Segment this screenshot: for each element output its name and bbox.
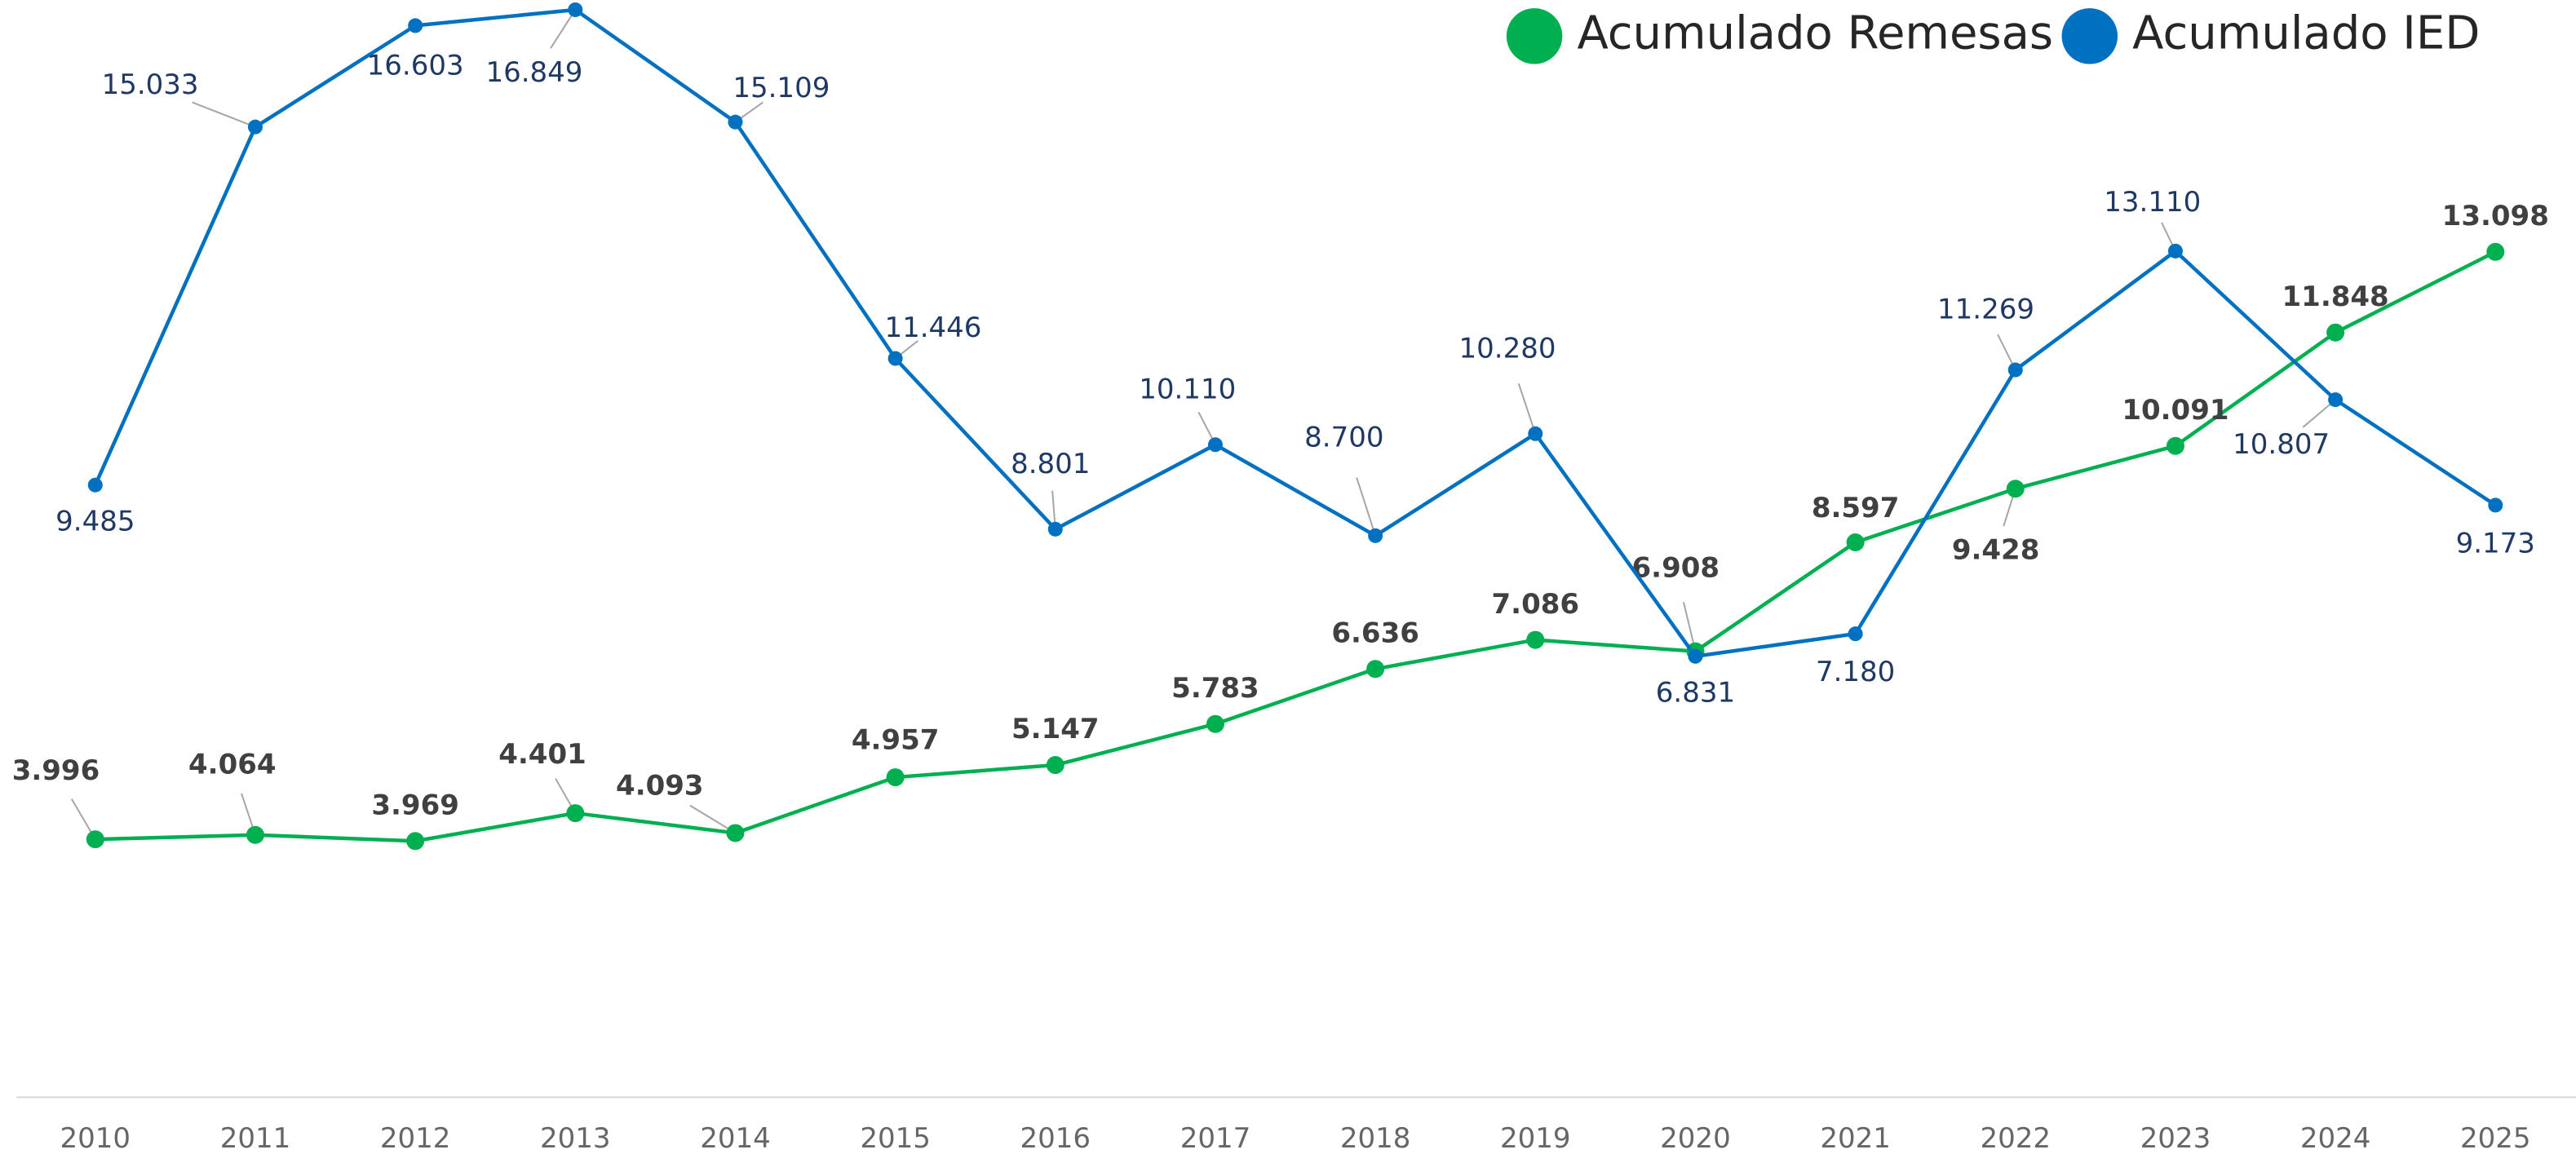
x-tick-label: 2011 <box>220 1122 291 1154</box>
legend-label: Acumulado Remesas <box>1577 7 2053 60</box>
data-label: 10.091 <box>2122 394 2229 427</box>
data-label: 15.033 <box>102 69 199 101</box>
data-label: 5.783 <box>1171 672 1259 705</box>
data-point <box>1047 521 1063 537</box>
data-label: 10.280 <box>1459 333 1556 365</box>
data-label: 6.636 <box>1331 617 1419 649</box>
data-label: 16.603 <box>367 49 464 82</box>
data-point <box>2166 436 2184 455</box>
data-point <box>1846 533 1865 551</box>
data-label: 7.180 <box>1816 656 1895 688</box>
x-tick-label: 2012 <box>380 1122 451 1154</box>
data-label: 13.110 <box>2104 186 2201 219</box>
data-label: 11.269 <box>1937 294 2034 326</box>
x-tick-label: 2016 <box>1020 1122 1091 1154</box>
data-label: 9.485 <box>55 506 135 538</box>
data-label: 11.848 <box>2282 281 2389 313</box>
data-point <box>1848 626 1863 642</box>
data-label: 4.093 <box>616 770 704 802</box>
data-label: 7.086 <box>1492 588 1580 621</box>
data-point <box>2167 243 2183 259</box>
legend-swatch <box>2061 8 2118 64</box>
data-label: 3.996 <box>12 754 100 787</box>
data-point <box>2486 242 2505 261</box>
data-label: 8.801 <box>1011 448 1090 480</box>
x-tick-label: 2018 <box>1340 1122 1411 1154</box>
data-label: 15.109 <box>733 72 830 104</box>
data-point <box>1688 648 1703 664</box>
data-point <box>887 351 903 366</box>
data-point <box>1206 714 1224 733</box>
data-point <box>1046 756 1064 775</box>
data-label: 16.849 <box>485 56 582 89</box>
leader-line <box>550 9 577 49</box>
x-tick-label: 2024 <box>2300 1122 2371 1154</box>
data-point <box>2488 497 2503 513</box>
legend-swatch <box>1506 8 1563 64</box>
data-label: 10.110 <box>1139 373 1236 405</box>
legend-label: Acumulado IED <box>2132 7 2480 60</box>
data-point <box>247 119 263 135</box>
data-point <box>566 804 585 823</box>
data-point <box>2328 392 2344 408</box>
data-point <box>406 832 425 851</box>
x-tick-label: 2017 <box>1180 1122 1251 1154</box>
data-point <box>2326 323 2345 342</box>
data-label: 5.147 <box>1011 713 1100 745</box>
data-point <box>726 824 745 842</box>
data-label: 4.401 <box>498 738 586 771</box>
data-label: 8.700 <box>1304 422 1383 454</box>
data-label: 9.428 <box>1952 533 2040 566</box>
data-label: 13.098 <box>2442 200 2549 232</box>
data-point <box>246 825 264 844</box>
data-label: 4.064 <box>188 749 277 781</box>
x-tick-label: 2019 <box>1500 1122 1571 1154</box>
data-point <box>87 477 103 493</box>
data-label: 3.969 <box>371 789 459 821</box>
data-point <box>2006 480 2025 498</box>
x-tick-label: 2020 <box>1660 1122 1731 1154</box>
data-point <box>1368 528 1383 543</box>
series-line <box>95 250 2497 843</box>
data-point <box>568 2 583 17</box>
x-tick-label: 2022 <box>1981 1122 2052 1154</box>
x-tick-label: 2014 <box>700 1122 771 1154</box>
data-label: 6.831 <box>1656 677 1735 710</box>
data-label: 9.173 <box>2456 527 2535 559</box>
x-tick-label: 2025 <box>2460 1122 2531 1154</box>
data-point <box>1366 660 1385 679</box>
data-point <box>728 114 743 130</box>
x-tick-label: 2010 <box>60 1122 131 1154</box>
data-label: 10.807 <box>2233 428 2330 461</box>
data-point <box>886 768 905 787</box>
x-tick-label: 2013 <box>540 1122 611 1154</box>
series-line <box>93 7 2497 659</box>
data-point <box>86 830 104 849</box>
data-point <box>1207 437 1223 453</box>
leader-line <box>1517 382 1537 435</box>
x-tick-label: 2023 <box>2140 1122 2211 1154</box>
x-tick-label: 2015 <box>860 1122 931 1154</box>
data-point <box>1526 630 1545 649</box>
leader-line <box>1356 477 1377 537</box>
leader-line <box>192 101 256 128</box>
data-point <box>1528 426 1543 441</box>
data-point <box>2007 362 2023 378</box>
data-label: 4.957 <box>852 723 940 756</box>
data-label: 6.908 <box>1632 551 1720 584</box>
data-point <box>408 18 423 33</box>
data-label: 8.597 <box>1812 492 1900 524</box>
data-label: 11.446 <box>884 312 981 344</box>
x-tick-label: 2021 <box>1820 1122 1891 1154</box>
